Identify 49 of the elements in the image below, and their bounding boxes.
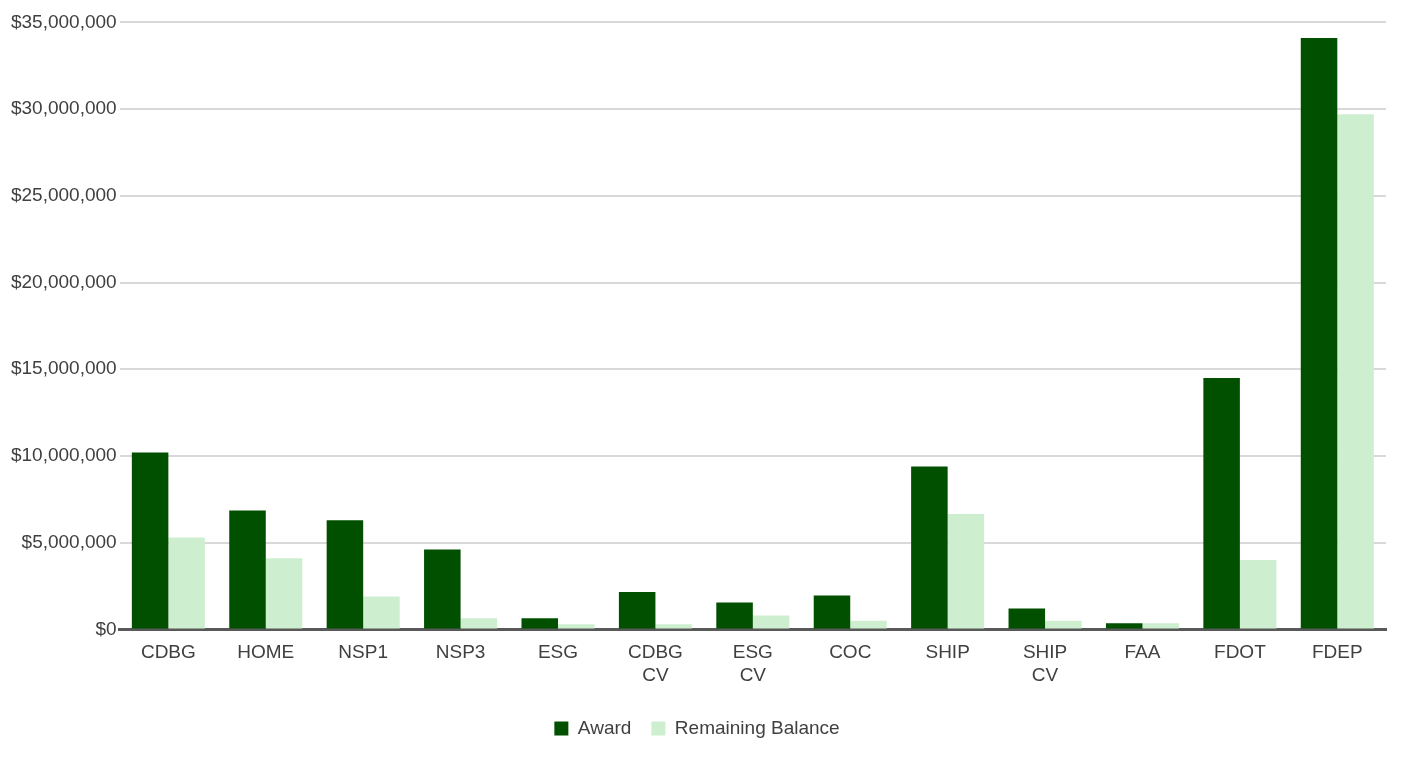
y-tick-label: $15,000,000: [10, 357, 117, 379]
y-tick-label: $0: [95, 617, 117, 639]
bar: [168, 537, 205, 629]
legend-label: Remaining Balance: [674, 716, 840, 738]
bar: [229, 510, 266, 629]
bar: [1142, 623, 1179, 629]
y-tick-label: $20,000,000: [10, 270, 117, 292]
y-tick-label: $5,000,000: [21, 530, 117, 552]
x-tick-label: COC: [829, 641, 872, 663]
bar: [1300, 38, 1338, 629]
x-tick-label: NSP3: [435, 641, 486, 663]
bar: [1239, 560, 1277, 629]
bar: [1105, 623, 1143, 629]
x-tick-label: ESG: [537, 641, 579, 663]
y-tick-label: $25,000,000: [10, 184, 117, 206]
x-tick-label: CDBG CV: [627, 641, 683, 685]
bar: [618, 592, 656, 629]
x-tick-label: FDOT: [1214, 641, 1267, 663]
x-tick-label: CDBG: [140, 641, 196, 663]
x-tick-label: SHIP CV: [1022, 641, 1068, 685]
bar: [363, 596, 400, 629]
bar: [1203, 377, 1240, 629]
x-tick-label: SHIP: [925, 641, 970, 663]
bar: [752, 615, 790, 629]
bar: [521, 618, 559, 629]
legend-label: Award: [577, 716, 632, 738]
y-tick-label: $30,000,000: [10, 97, 117, 119]
bar: [424, 549, 461, 629]
bar: [850, 620, 887, 629]
bar: [326, 520, 364, 629]
bar: [460, 618, 498, 629]
bar: [265, 558, 303, 629]
x-tick-label: FDEP: [1311, 641, 1363, 663]
bar: [131, 452, 169, 629]
y-tick-label: $10,000,000: [10, 444, 117, 466]
x-tick-label: ESG CV: [732, 641, 773, 685]
bar: [716, 602, 753, 629]
bar: [558, 624, 595, 629]
x-tick-label: NSP1: [338, 641, 389, 663]
bar: [1045, 620, 1082, 629]
y-tick-label: $35,000,000: [10, 10, 117, 32]
bar: [813, 595, 851, 629]
bar: [911, 466, 948, 629]
bar: [655, 624, 692, 629]
x-tick-label: HOME: [237, 641, 295, 663]
bar: [1337, 114, 1374, 629]
bar: [1008, 608, 1046, 629]
x-tick-label: FAA: [1124, 641, 1161, 663]
bar: [947, 514, 985, 629]
